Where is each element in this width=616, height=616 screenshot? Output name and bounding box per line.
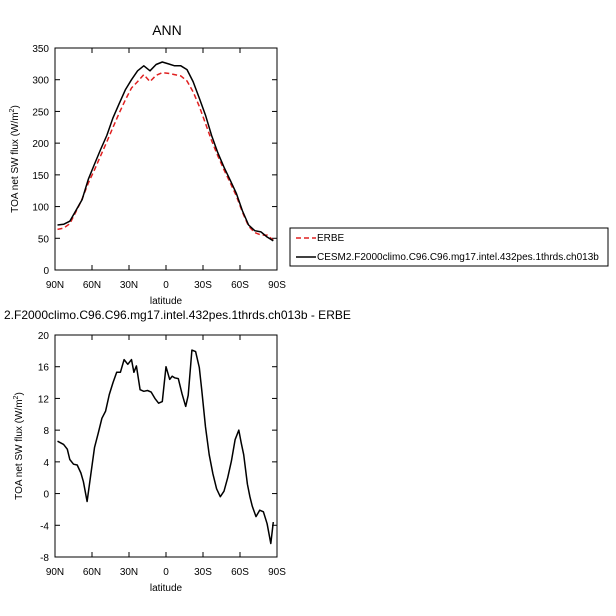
bottom-ytick-label-4: 8	[43, 426, 49, 437]
top-x-axis-label: latitude	[150, 296, 183, 307]
bottom-ytick-label-1: -4	[40, 521, 49, 532]
bottom-xtick-label-2: 30N	[120, 567, 138, 578]
bottom-ytick-label-5: 12	[38, 394, 50, 405]
bottom-xtick-label-3: 0	[163, 567, 169, 578]
top-series-erbe-line	[57, 71, 274, 241]
top-xtick-label-6: 90S	[268, 280, 286, 291]
top-ytick-label-6: 300	[32, 76, 49, 87]
top-xtick-label-5: 60S	[231, 280, 249, 291]
top-series-cesm2-f2000climo-c96-c96-mg17-intel-432pes-1thrds-ch013b-line	[57, 61, 274, 242]
top-xtick-label-1: 60N	[83, 280, 101, 291]
legend-label-erbe: ERBE	[317, 233, 345, 244]
bottom-ytick-label-0: -8	[40, 553, 49, 564]
legend-frame	[289, 227, 609, 267]
top-ytick-label-0: 0	[43, 266, 49, 277]
top-chart-title: ANN	[152, 22, 182, 38]
top-plot-frame	[54, 47, 278, 271]
top-ytick-label-7: 350	[32, 44, 49, 55]
top-xtick-label-3: 0	[163, 280, 169, 291]
bottom-x-axis: 90N 60N 30N 0 30S 60S 90S	[46, 335, 286, 578]
top-y-axis-label: TOA net SW flux (W/m2)	[9, 105, 21, 213]
bottom-y-axis-label-main: TOA net SW flux (W/m	[14, 399, 25, 499]
top-series-group	[57, 61, 274, 242]
bottom-ytick-label-6: 16	[38, 363, 50, 374]
legend-label-cesm2: CESM2.F2000climo.C96.C96.mg17.intel.432p…	[317, 252, 599, 263]
bottom-xtick-label-5: 60S	[231, 567, 249, 578]
bottom-xtick-label-0: 90N	[46, 567, 64, 578]
bottom-y-axis: -8 -4 0 4 8 12 16 20	[38, 331, 277, 564]
top-xtick-label-0: 90N	[46, 280, 64, 291]
top-y-axis: 0 50 100 150 200 250 300 350	[32, 44, 277, 277]
top-y-axis-label-sup: 2	[9, 108, 16, 112]
top-ytick-label-2: 100	[32, 203, 49, 214]
bottom-xtick-label-4: 30S	[194, 567, 212, 578]
bottom-ytick-label-7: 20	[38, 331, 50, 342]
bottom-series-group	[57, 349, 275, 545]
bottom-y-axis-label: TOA net SW flux (W/m2)	[13, 392, 25, 500]
top-xtick-label-4: 30S	[194, 280, 212, 291]
top-y-axis-label-close: )	[10, 105, 21, 108]
top-ytick-label-5: 250	[32, 107, 49, 118]
bottom-x-axis-label: latitude	[150, 583, 183, 594]
bottom-series-difference-line	[57, 349, 275, 545]
bottom-xtick-label-6: 90S	[268, 567, 286, 578]
bottom-chart: 2.F2000climo.C96.C96.mg17.intel.432pes.1…	[4, 308, 351, 594]
bottom-y-axis-label-close: )	[14, 392, 25, 395]
legend: ERBE CESM2.F2000climo.C96.C96.mg17.intel…	[289, 227, 609, 267]
bottom-ytick-label-3: 4	[43, 458, 49, 469]
top-xtick-label-2: 30N	[120, 280, 138, 291]
bottom-chart-title: 2.F2000climo.C96.C96.mg17.intel.432pes.1…	[4, 308, 351, 322]
top-ytick-label-3: 150	[32, 171, 49, 182]
bottom-xtick-label-1: 60N	[83, 567, 101, 578]
top-ytick-label-4: 200	[32, 139, 49, 150]
top-ytick-label-1: 50	[38, 234, 50, 245]
bottom-y-axis-label-sup: 2	[13, 395, 20, 399]
top-y-axis-label-main: TOA net SW flux (W/m	[10, 112, 21, 212]
top-chart: ANN 0 50 100 150 200 250 300 350 90N 60N 30N 0 30S 6…	[9, 22, 609, 307]
bottom-ytick-label-2: 0	[43, 490, 49, 501]
top-x-axis: 90N 60N 30N 0 30S 60S 90S	[46, 48, 286, 291]
